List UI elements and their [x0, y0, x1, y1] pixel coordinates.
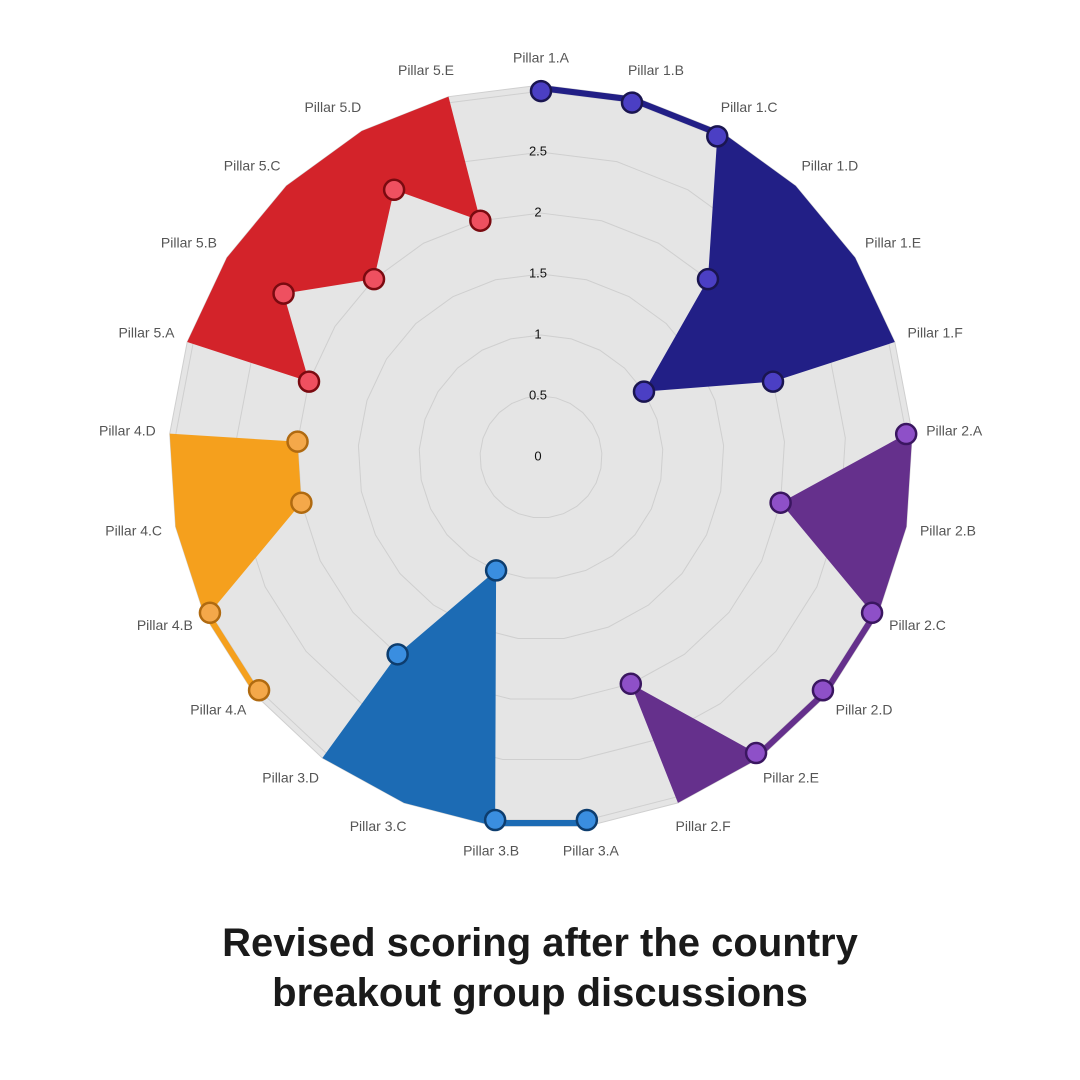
marker [811, 678, 835, 702]
marker [272, 282, 295, 305]
radial-tick-label: 1 [534, 326, 541, 341]
axis-label: Pillar 2.F [676, 818, 731, 834]
marker [761, 370, 785, 393]
axis-label: Pillar 1.E [865, 234, 921, 250]
marker [297, 370, 321, 393]
marker [575, 808, 599, 832]
axis-label: Pillar 3.C [350, 818, 407, 834]
series-area [541, 85, 895, 392]
marker [632, 380, 656, 403]
axis-label: Pillar 3.A [563, 843, 620, 859]
axis-label: Pillar 2.E [763, 770, 819, 786]
axis-label: Pillar 4.C [105, 522, 162, 538]
marker [483, 808, 507, 832]
marker [247, 678, 271, 702]
marker [382, 178, 406, 202]
marker [706, 125, 729, 148]
axis-label: Pillar 3.D [262, 770, 319, 786]
axis-label: Pillar 4.D [99, 423, 156, 439]
series-area [630, 433, 913, 803]
marker [386, 643, 409, 666]
axis-label: Pillar 1.C [721, 99, 778, 115]
axis-label: Pillar 2.C [889, 617, 946, 633]
axis-label: Pillar 5.E [398, 62, 454, 78]
radial-tick-label: 1.5 [529, 265, 547, 280]
marker [619, 672, 643, 696]
axis-label: Pillar 1.F [908, 325, 963, 341]
axis-label: Pillar 2.B [920, 522, 976, 538]
grid-ring [479, 395, 603, 519]
marker [769, 491, 792, 514]
marker [286, 430, 309, 453]
axis-label: Pillar 3.B [463, 843, 519, 859]
radial-tick-label: 0 [534, 448, 541, 463]
marker [290, 491, 313, 514]
marker [860, 601, 884, 625]
marker [894, 422, 918, 446]
series-area [187, 96, 481, 382]
marker [744, 741, 768, 765]
axis-label: Pillar 4.A [190, 701, 247, 717]
marker [620, 91, 644, 114]
axis-label: Pillar 1.D [801, 158, 858, 174]
series-area [322, 570, 588, 827]
axis-label: Pillar 5.C [224, 158, 281, 174]
marker [696, 267, 720, 291]
marker [469, 209, 492, 232]
series-area [169, 433, 302, 695]
axis-label: Pillar 4.B [137, 617, 193, 633]
marker [198, 601, 222, 625]
axis-label: Pillar 5.A [118, 325, 175, 341]
axis-label: Pillar 1.B [628, 62, 684, 78]
radial-tick-label: 2.5 [529, 144, 547, 159]
radial-tick-label: 2 [534, 205, 541, 220]
marker [484, 559, 508, 582]
chart-title: Revised scoring after the country breako… [222, 921, 858, 1015]
axis-label: Pillar 5.D [304, 99, 361, 115]
axis-label: Pillar 2.A [926, 423, 983, 439]
marker [362, 267, 386, 291]
axis-label: Pillar 2.D [836, 701, 893, 717]
marker [529, 79, 553, 103]
radial-tick-label: 0.5 [529, 387, 547, 402]
axis-label: Pillar 5.B [161, 234, 217, 250]
axis-label: Pillar 1.A [513, 50, 570, 66]
